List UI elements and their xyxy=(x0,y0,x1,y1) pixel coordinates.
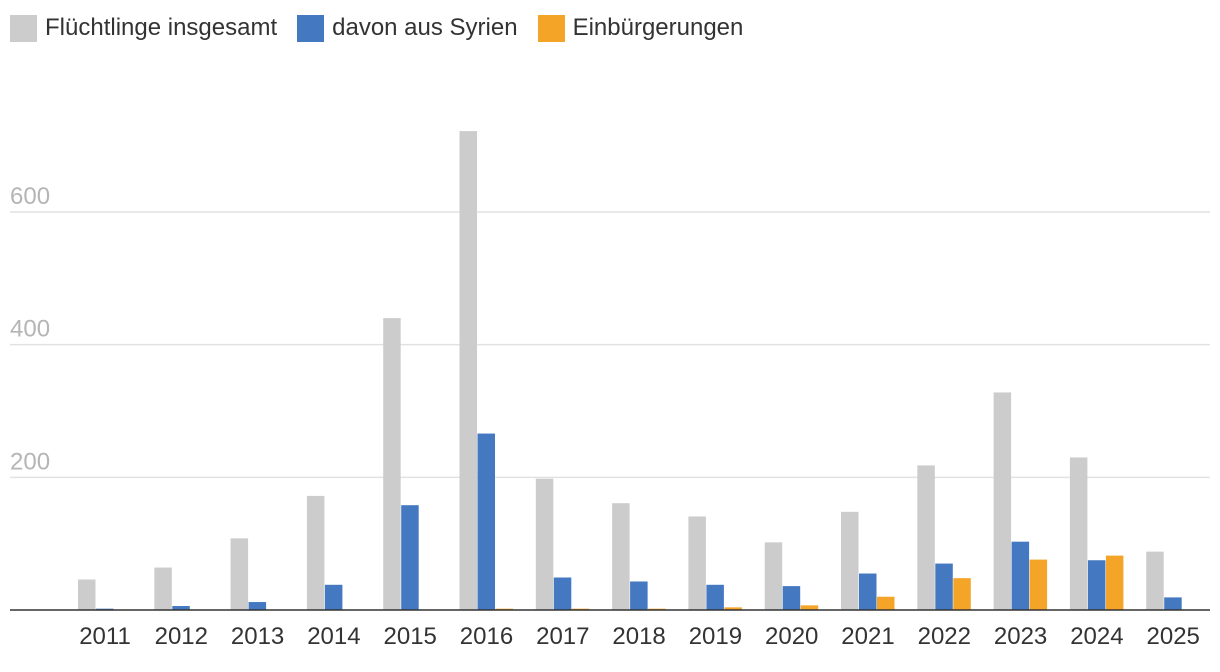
bar-0-2021 xyxy=(841,511,859,610)
bar-0-2014 xyxy=(306,495,325,610)
bar-0-2019 xyxy=(688,516,706,610)
x-tick-label-2012: 2012 xyxy=(155,623,208,650)
bar-0-2011 xyxy=(78,579,96,610)
x-tick-label-2011: 2011 xyxy=(79,623,131,650)
bar-1-2021 xyxy=(859,573,877,610)
bar-1-2013 xyxy=(248,602,267,610)
bar-1-2019 xyxy=(706,584,724,610)
legend-swatch-naturalizations xyxy=(537,14,565,42)
x-tick-label-2021: 2021 xyxy=(841,623,894,650)
bar-0-2024 xyxy=(1069,457,1088,610)
bar-0-2023 xyxy=(993,392,1012,610)
y-tick-label-200: 200 xyxy=(10,448,50,475)
bar-2-2023 xyxy=(1029,559,1048,610)
legend-swatch-total xyxy=(10,14,37,42)
bar-1-2020 xyxy=(782,586,801,610)
x-tick-label-2018: 2018 xyxy=(612,623,665,650)
bar-1-2024 xyxy=(1087,560,1106,610)
bar-0-2015 xyxy=(383,318,401,610)
bar-2-2021 xyxy=(877,596,895,610)
x-tick-label-2014: 2014 xyxy=(307,623,360,650)
y-tick-label-400: 400 xyxy=(10,316,50,343)
bar-0-2016 xyxy=(459,131,477,610)
bar-0-2013 xyxy=(230,538,249,610)
y-tick-label-600: 600 xyxy=(10,183,50,210)
bar-1-2015 xyxy=(401,505,419,610)
bar-1-2025 xyxy=(1164,597,1182,610)
bar-1-2016 xyxy=(477,433,495,610)
legend-label-naturalizations: Einbürgerungen xyxy=(572,14,744,41)
bar-1-2022 xyxy=(935,563,953,610)
x-tick-label-2015: 2015 xyxy=(384,623,437,650)
bar-0-2020 xyxy=(764,542,783,610)
x-tick-label-2016: 2016 xyxy=(460,623,513,650)
bar-2-2019 xyxy=(724,607,742,610)
x-tick-label-2020: 2020 xyxy=(765,623,818,650)
x-tick-label-2019: 2019 xyxy=(689,623,742,650)
x-tick-label-2017: 2017 xyxy=(536,623,589,650)
bar-2-2020 xyxy=(800,605,819,610)
bar-1-2014 xyxy=(324,584,343,610)
x-tick-label-2013: 2013 xyxy=(231,623,284,650)
x-tick-label-2025: 2025 xyxy=(1147,623,1200,650)
bar-0-2025 xyxy=(1146,551,1164,610)
x-tick-label-2024: 2024 xyxy=(1070,623,1123,650)
legend-item-total: Flüchtlinge insgesamt xyxy=(10,14,277,42)
bar-0-2017 xyxy=(535,478,554,610)
bar-1-2012 xyxy=(172,606,190,610)
bar-1-2023 xyxy=(1011,541,1030,610)
legend-label-total: Flüchtlinge insgesamt xyxy=(45,14,278,41)
bar-1-2018 xyxy=(630,581,648,610)
legend: Flüchtlinge insgesamt davon aus Syrien E… xyxy=(10,14,743,42)
bar-0-2022 xyxy=(917,465,935,610)
x-tick-label-2022: 2022 xyxy=(918,623,971,650)
bar-0-2012 xyxy=(154,567,172,610)
bar-2-2024 xyxy=(1105,555,1124,610)
legend-item-syria: davon aus Syrien xyxy=(297,14,518,42)
legend-item-naturalizations: Einbürgerungen xyxy=(537,14,744,42)
bar-0-2018 xyxy=(612,503,630,610)
x-tick-label-2023: 2023 xyxy=(994,623,1047,650)
legend-label-syria: davon aus Syrien xyxy=(332,14,518,41)
bar-1-2017 xyxy=(553,577,572,610)
legend-swatch-syria xyxy=(297,14,325,42)
bar-2-2022 xyxy=(953,578,971,610)
